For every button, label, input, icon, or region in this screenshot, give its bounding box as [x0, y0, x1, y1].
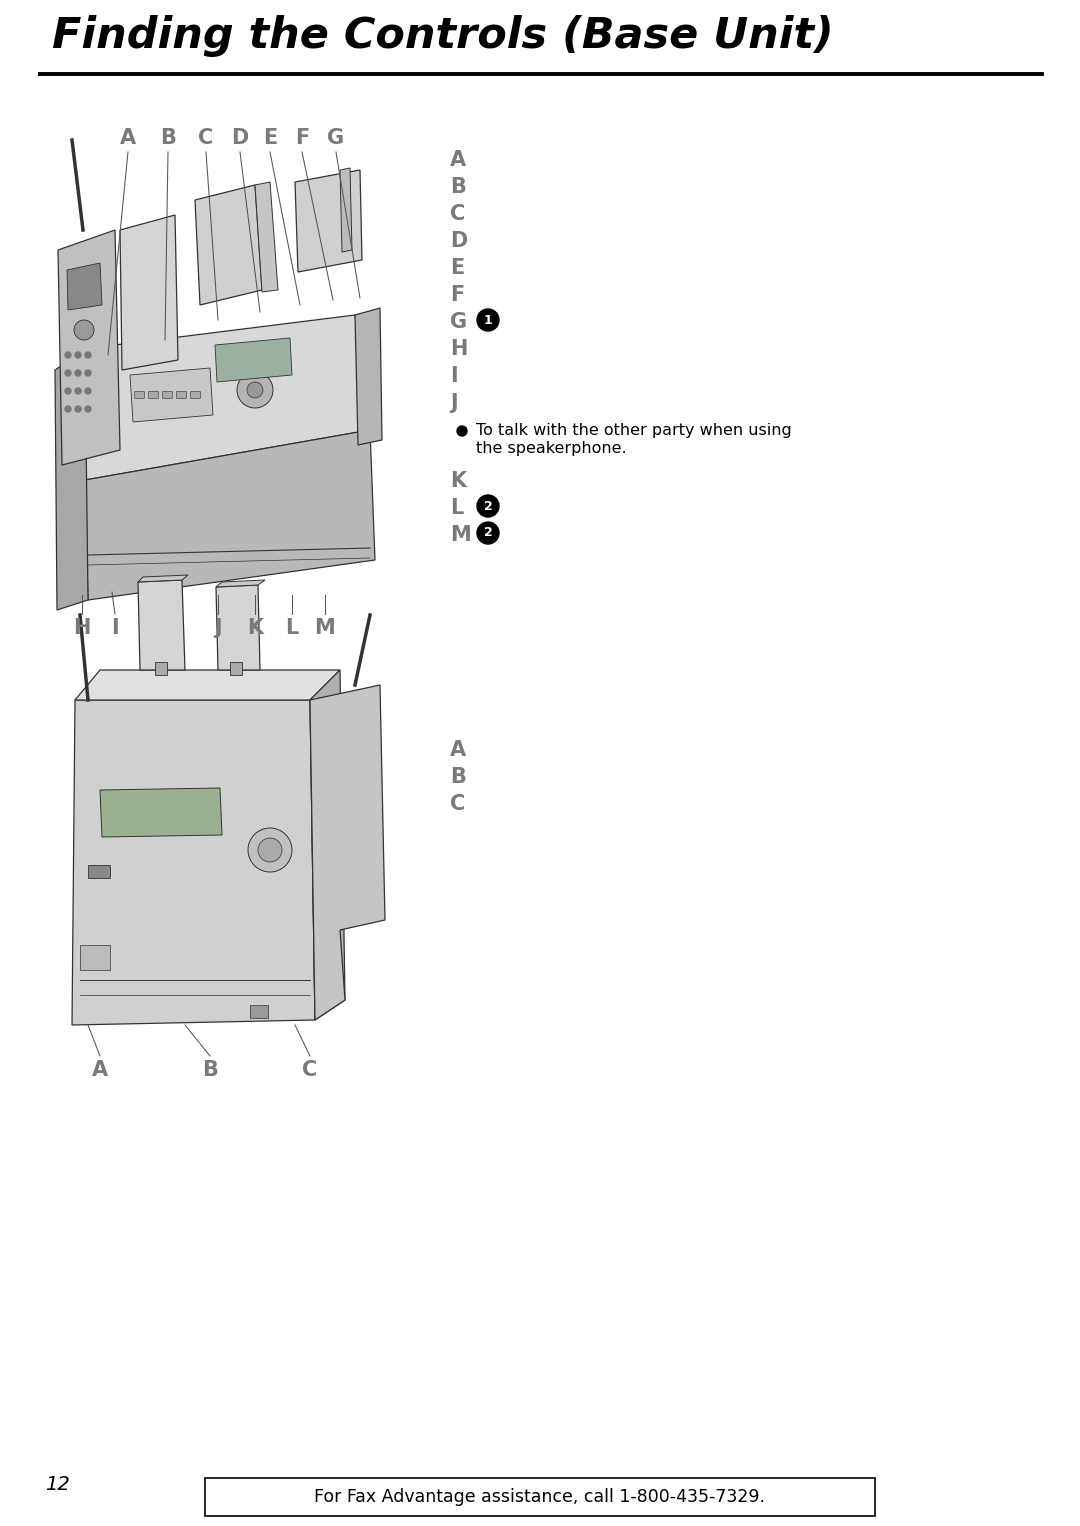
Polygon shape: [355, 308, 382, 446]
Polygon shape: [100, 787, 222, 836]
Text: 12: 12: [45, 1476, 70, 1494]
Polygon shape: [216, 584, 260, 670]
Polygon shape: [58, 230, 120, 465]
Text: 1: 1: [484, 313, 492, 327]
Polygon shape: [72, 700, 315, 1025]
Circle shape: [237, 372, 273, 407]
Text: G: G: [327, 128, 345, 148]
Polygon shape: [310, 670, 345, 1019]
Text: M: M: [450, 525, 471, 545]
Circle shape: [85, 369, 91, 375]
Text: F: F: [295, 128, 309, 148]
Circle shape: [248, 829, 292, 871]
FancyBboxPatch shape: [205, 1479, 875, 1515]
Circle shape: [75, 369, 81, 375]
Text: Finding the Controls (Base Unit): Finding the Controls (Base Unit): [52, 15, 834, 56]
Polygon shape: [216, 580, 265, 588]
Polygon shape: [75, 670, 340, 700]
Text: B: B: [450, 177, 465, 197]
Circle shape: [457, 426, 467, 436]
Text: To talk with the other party when using: To talk with the other party when using: [476, 423, 792, 438]
Text: B: B: [160, 128, 176, 148]
Text: G: G: [450, 311, 468, 333]
Text: 2: 2: [484, 526, 492, 540]
Polygon shape: [255, 182, 278, 291]
Text: J: J: [450, 394, 458, 414]
Polygon shape: [67, 262, 102, 310]
Text: L: L: [450, 497, 463, 517]
Circle shape: [75, 406, 81, 412]
Text: A: A: [450, 740, 467, 760]
Polygon shape: [156, 662, 167, 674]
Polygon shape: [295, 169, 362, 272]
Text: I: I: [111, 618, 119, 638]
Text: C: C: [302, 1061, 318, 1080]
Text: D: D: [450, 230, 468, 250]
Polygon shape: [310, 685, 384, 1019]
Polygon shape: [195, 185, 262, 305]
Polygon shape: [249, 1006, 268, 1018]
Text: C: C: [450, 794, 465, 813]
Text: A: A: [92, 1061, 108, 1080]
FancyBboxPatch shape: [162, 392, 173, 398]
Polygon shape: [340, 168, 352, 252]
Polygon shape: [230, 662, 242, 674]
Circle shape: [247, 382, 264, 398]
Circle shape: [75, 388, 81, 394]
Circle shape: [65, 353, 71, 359]
FancyBboxPatch shape: [149, 392, 159, 398]
Text: B: B: [202, 1061, 218, 1080]
Text: B: B: [450, 768, 465, 787]
Polygon shape: [138, 580, 185, 670]
Polygon shape: [85, 430, 375, 600]
Text: M: M: [314, 618, 336, 638]
Text: K: K: [247, 618, 264, 638]
Circle shape: [477, 308, 499, 331]
Circle shape: [65, 388, 71, 394]
Circle shape: [75, 353, 81, 359]
Polygon shape: [138, 575, 188, 581]
Text: C: C: [450, 204, 465, 224]
Text: E: E: [262, 128, 278, 148]
Text: F: F: [450, 285, 464, 305]
FancyBboxPatch shape: [176, 392, 187, 398]
Text: D: D: [231, 128, 248, 148]
Circle shape: [477, 522, 499, 543]
Circle shape: [477, 494, 499, 517]
Circle shape: [65, 406, 71, 412]
Text: C: C: [199, 128, 214, 148]
Polygon shape: [120, 215, 178, 369]
Text: 2: 2: [484, 499, 492, 513]
Polygon shape: [87, 865, 110, 877]
Text: A: A: [450, 150, 467, 169]
Text: the speakerphone.: the speakerphone.: [476, 441, 626, 456]
Text: J: J: [214, 618, 221, 638]
Text: H: H: [450, 339, 468, 359]
Circle shape: [258, 838, 282, 862]
Text: For Fax Advantage assistance, call 1-800-435-7329.: For Fax Advantage assistance, call 1-800…: [314, 1488, 766, 1506]
Circle shape: [85, 388, 91, 394]
FancyBboxPatch shape: [135, 392, 145, 398]
Circle shape: [65, 369, 71, 375]
Circle shape: [85, 406, 91, 412]
Polygon shape: [80, 945, 110, 971]
Text: K: K: [450, 472, 467, 491]
Polygon shape: [215, 337, 292, 382]
Text: I: I: [450, 366, 458, 386]
Text: E: E: [450, 258, 464, 278]
Text: A: A: [120, 128, 136, 148]
Polygon shape: [75, 314, 370, 481]
Polygon shape: [55, 349, 87, 610]
Circle shape: [85, 353, 91, 359]
Text: L: L: [285, 618, 299, 638]
FancyBboxPatch shape: [190, 392, 201, 398]
Text: H: H: [73, 618, 91, 638]
Circle shape: [75, 320, 94, 340]
Polygon shape: [130, 368, 213, 423]
